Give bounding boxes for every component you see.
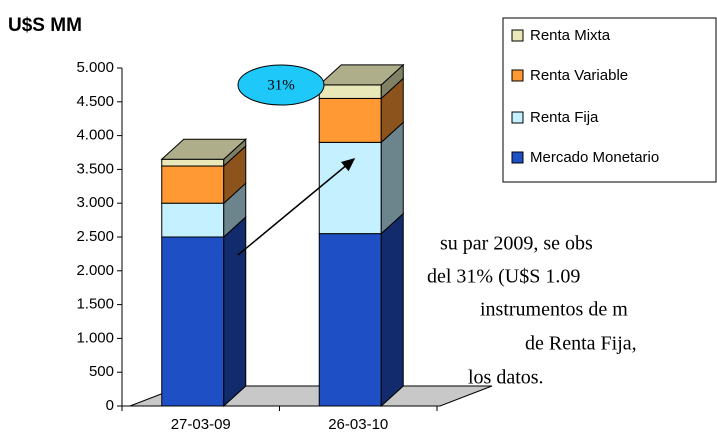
y-tick-label: 4.500 bbox=[76, 93, 114, 110]
legend-label: Renta Fija bbox=[530, 109, 599, 126]
axis-title: U$S MM bbox=[8, 15, 82, 36]
body-text: del 31% (U$S 1.09 bbox=[427, 266, 580, 288]
bar-segment bbox=[161, 236, 225, 407]
body-text: de Renta Fija, bbox=[525, 333, 637, 355]
body-text: su par 2009, se obs bbox=[440, 233, 593, 255]
y-tick-label: 3.500 bbox=[76, 160, 114, 177]
x-tick-label: 26-03-10 bbox=[328, 416, 388, 433]
y-tick-label: 0 bbox=[106, 397, 114, 414]
y-tick-label: 5.000 bbox=[76, 59, 114, 76]
annotation: 31% bbox=[267, 77, 295, 93]
bar-side bbox=[223, 215, 247, 408]
bar-segment bbox=[161, 165, 225, 204]
y-tick-label: 500 bbox=[89, 363, 114, 380]
bar-segment bbox=[161, 158, 225, 167]
legend-swatch bbox=[511, 151, 524, 164]
arrow bbox=[237, 158, 356, 256]
legend-swatch bbox=[511, 111, 524, 124]
bar-segment bbox=[318, 84, 382, 99]
body-text: instrumentos de m bbox=[480, 299, 628, 321]
legend-swatch bbox=[511, 29, 524, 42]
annotation-bubble bbox=[237, 64, 325, 106]
legend-label: Renta Mixta bbox=[530, 27, 611, 44]
y-tick-label: 4.000 bbox=[76, 127, 114, 144]
bar-top bbox=[317, 64, 405, 86]
bar-segment bbox=[161, 202, 225, 238]
legend bbox=[502, 17, 717, 183]
legend-swatch bbox=[511, 69, 524, 82]
y-tick-label: 1.500 bbox=[76, 296, 114, 313]
bar-top bbox=[160, 138, 248, 160]
y-tick-label: 2.500 bbox=[76, 228, 114, 245]
bar-segment bbox=[318, 233, 382, 407]
bar-side bbox=[380, 212, 404, 408]
y-tick-label: 3.000 bbox=[76, 194, 114, 211]
body-text: los datos. bbox=[468, 367, 544, 389]
legend-label: Renta Variable bbox=[530, 67, 628, 84]
bar-segment bbox=[318, 97, 382, 143]
x-tick-label: 27-03-09 bbox=[171, 416, 231, 433]
y-tick-label: 1.000 bbox=[76, 329, 114, 346]
y-tick-label: 2.000 bbox=[76, 262, 114, 279]
legend-label: Mercado Monetario bbox=[530, 149, 659, 166]
bar-segment bbox=[318, 141, 382, 235]
